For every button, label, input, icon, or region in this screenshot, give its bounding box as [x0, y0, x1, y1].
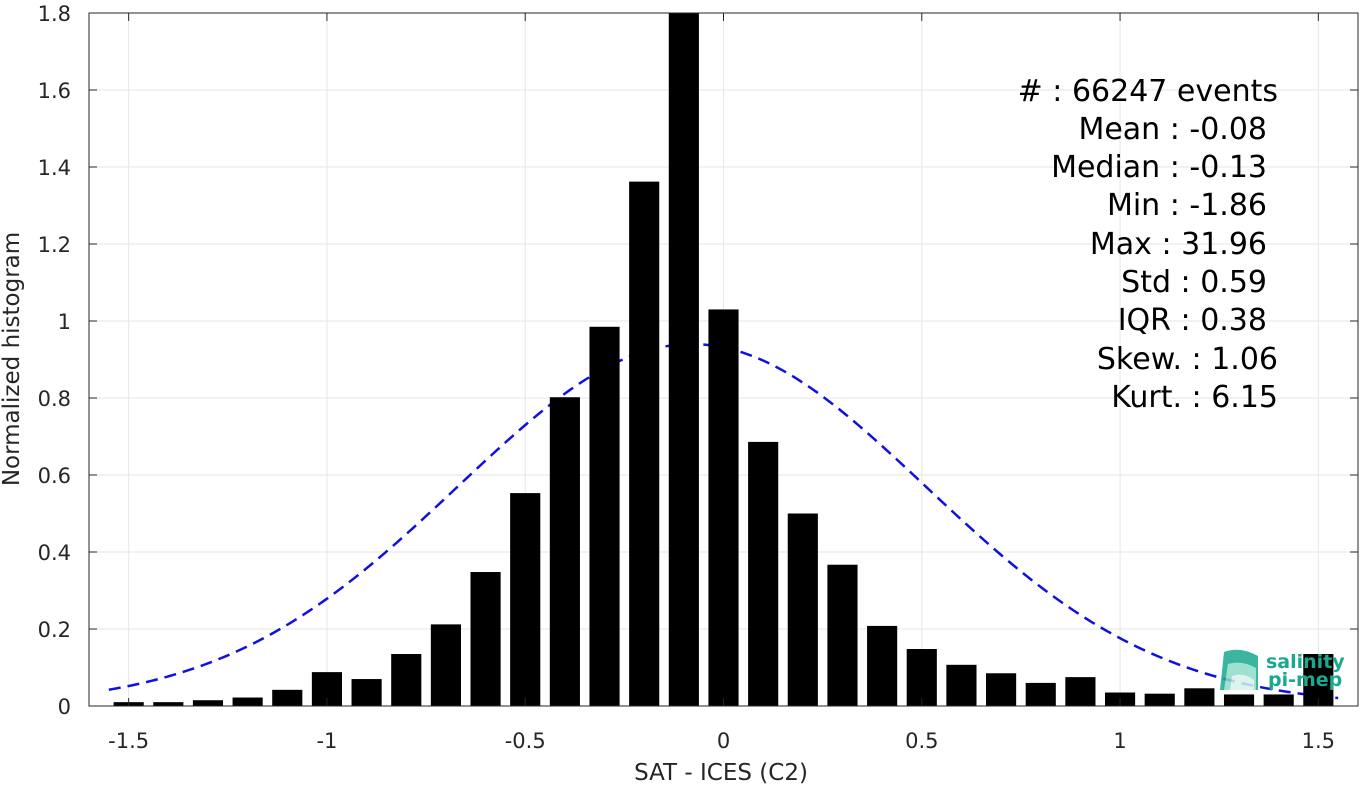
- histogram-bar: [1065, 677, 1096, 707]
- histogram-bar: [272, 689, 303, 706]
- histogram-bar: [906, 649, 937, 706]
- stat-median: Median : -0.13: [1051, 150, 1267, 185]
- histogram-bar: [549, 397, 580, 706]
- wave-logo-icon: [1220, 649, 1258, 690]
- x-tick-label: 1.5: [1302, 729, 1335, 753]
- stat-kurt: Kurt. : 6.15: [1111, 380, 1278, 415]
- histogram-bar: [510, 493, 541, 706]
- histogram-bar: [391, 654, 422, 706]
- histogram-bar: [827, 564, 858, 706]
- statistics-annotation: # : 66247 events Mean : -0.08 Median : -…: [1018, 74, 1278, 415]
- histogram-bar: [1223, 694, 1255, 706]
- logo-text-pi-mep: pi-mep: [1268, 669, 1342, 691]
- y-tick-label: 0: [58, 695, 71, 719]
- histogram-bar: [1303, 654, 1334, 706]
- histogram-bar: [748, 441, 779, 706]
- stat-iqr: IQR : 0.38: [1118, 303, 1267, 338]
- y-axis-label: Normalized histogram: [0, 232, 25, 486]
- histogram-bar: [986, 673, 1017, 706]
- y-tick-label: 0.6: [38, 464, 71, 488]
- histogram-bar: [946, 664, 977, 706]
- histogram-bar: [1025, 682, 1056, 706]
- y-tick-label: 0.4: [38, 541, 71, 565]
- x-tick-label: 1: [1113, 729, 1126, 753]
- y-tick-label: 0.8: [38, 387, 71, 411]
- histogram-bar: [351, 679, 382, 706]
- x-tick-label: -0.5: [505, 729, 546, 753]
- stat-skew: Skew. : 1.06: [1097, 342, 1278, 377]
- y-tick-label: 0.2: [38, 618, 71, 642]
- stat-max: Max : 31.96: [1090, 227, 1267, 262]
- y-tick-label: 1.4: [38, 156, 71, 180]
- logo-text-salinity: salinity: [1266, 651, 1345, 673]
- histogram-bar: [668, 13, 699, 706]
- x-axis-ticks: -1.5 -1 -0.5 0 0.5 1 1.5: [108, 13, 1335, 753]
- y-tick-label: 1.8: [38, 2, 71, 26]
- histogram-bar: [153, 702, 184, 706]
- y-tick-label: 1.2: [38, 233, 71, 257]
- stat-std: Std : 0.59: [1121, 265, 1267, 300]
- x-tick-label: -1.5: [108, 729, 149, 753]
- histogram-bar: [867, 625, 898, 706]
- histogram-bar: [1184, 688, 1215, 706]
- salinity-pi-mep-logo: salinity pi-mep: [1220, 649, 1345, 691]
- histogram-bar: [1263, 694, 1294, 706]
- y-tick-label: 1.6: [38, 79, 71, 103]
- histogram-bar: [1144, 693, 1175, 706]
- histogram-bar: [192, 700, 224, 706]
- y-axis-ticks: 0 0.2 0.4 0.6 0.8 1 1.2 1.4 1.6 1.8: [38, 2, 1358, 719]
- stat-mean: Mean : -0.08: [1078, 112, 1267, 147]
- x-tick-label: -1: [316, 729, 337, 753]
- stat-events: # : 66247 events: [1018, 74, 1278, 109]
- x-axis-label: SAT - ICES (C2): [634, 760, 808, 785]
- x-tick-label: 0: [717, 729, 730, 753]
- stat-min: Min : -1.86: [1107, 188, 1267, 223]
- y-tick-label: 1: [58, 310, 71, 334]
- histogram-bar: [708, 309, 739, 706]
- histogram-bar: [232, 697, 263, 706]
- histogram-bar: [589, 326, 620, 706]
- histogram-bar: [787, 513, 818, 706]
- histogram-bar: [470, 572, 501, 706]
- x-tick-label: 0.5: [905, 729, 938, 753]
- histogram-bars: [113, 13, 1334, 707]
- histogram-bar: [430, 624, 461, 706]
- histogram-bar: [629, 181, 660, 706]
